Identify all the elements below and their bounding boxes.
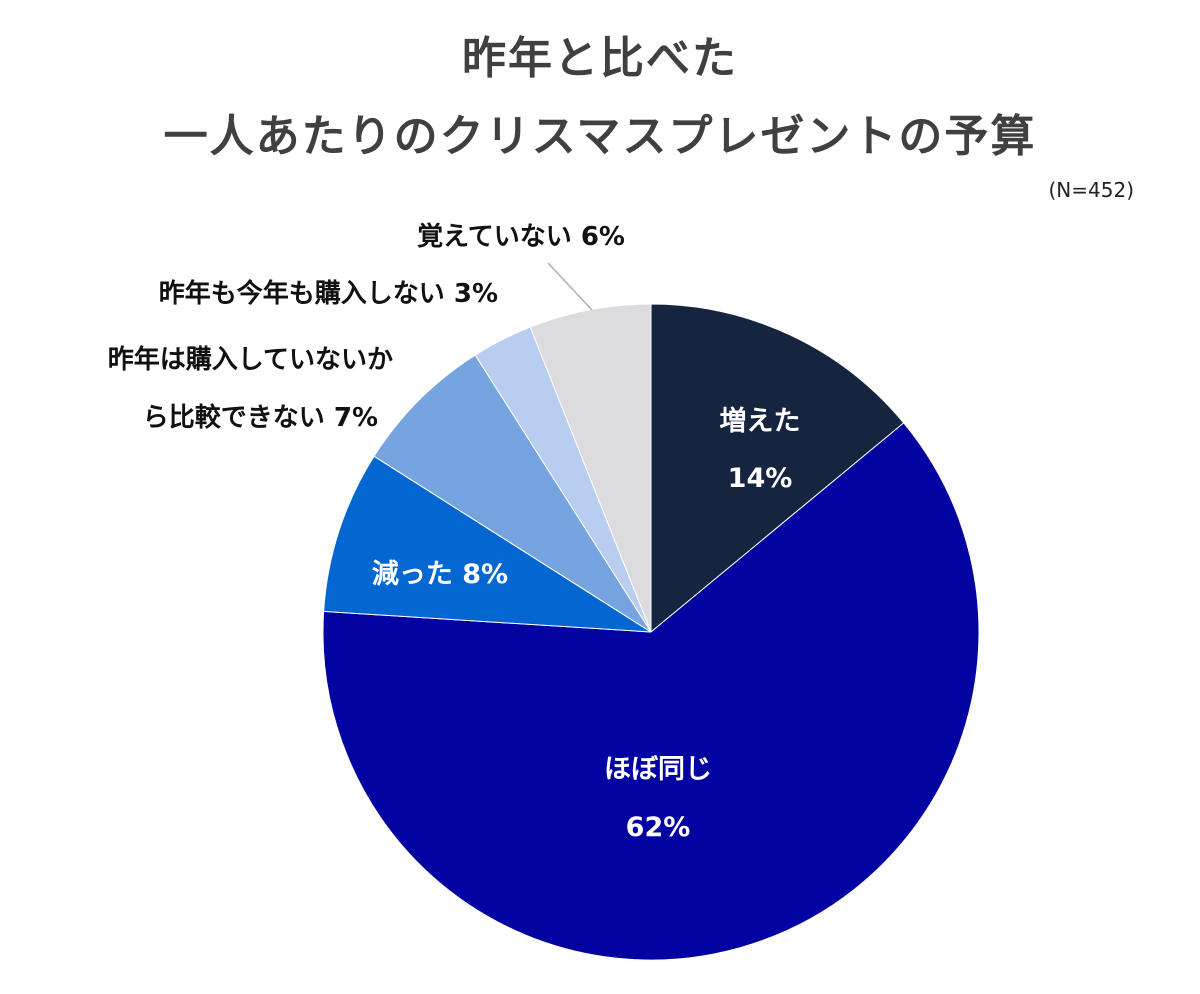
label-not-purchased-both: 昨年も今年も購入しない 3% (159, 278, 498, 309)
sample-size-note: (N=452) (1048, 178, 1135, 202)
pie-slice-not-purchased-last-year (373, 354, 652, 633)
pie-slice-dont-remember (529, 303, 652, 633)
label-increased-pct: 14% (728, 463, 793, 494)
label-dont-remember: 覚えていない 6% (417, 222, 625, 252)
label-not-purchased-last-year-line1: 昨年は購入していないか (108, 344, 393, 375)
leader-line-dont-remember (547, 262, 593, 311)
pie-slice-same (322, 422, 980, 961)
chart-title-line2: 一人あたりのクリスマスプレゼントの予算 (163, 111, 1037, 162)
label-not-purchased-last-year-line2: ら比較できない 7% (143, 402, 378, 433)
pie-slices (322, 303, 980, 961)
label-increased-name: 増えた (720, 405, 801, 437)
label-same-name: ほぼ同じ (604, 754, 712, 785)
label-decreased: 減った 8% (372, 559, 508, 590)
label-same-pct: 62% (626, 812, 691, 843)
pie-slice-increased (650, 303, 905, 634)
chart-title-line1: 昨年と比べた (462, 33, 738, 84)
pie-slice-decreased (323, 455, 652, 633)
